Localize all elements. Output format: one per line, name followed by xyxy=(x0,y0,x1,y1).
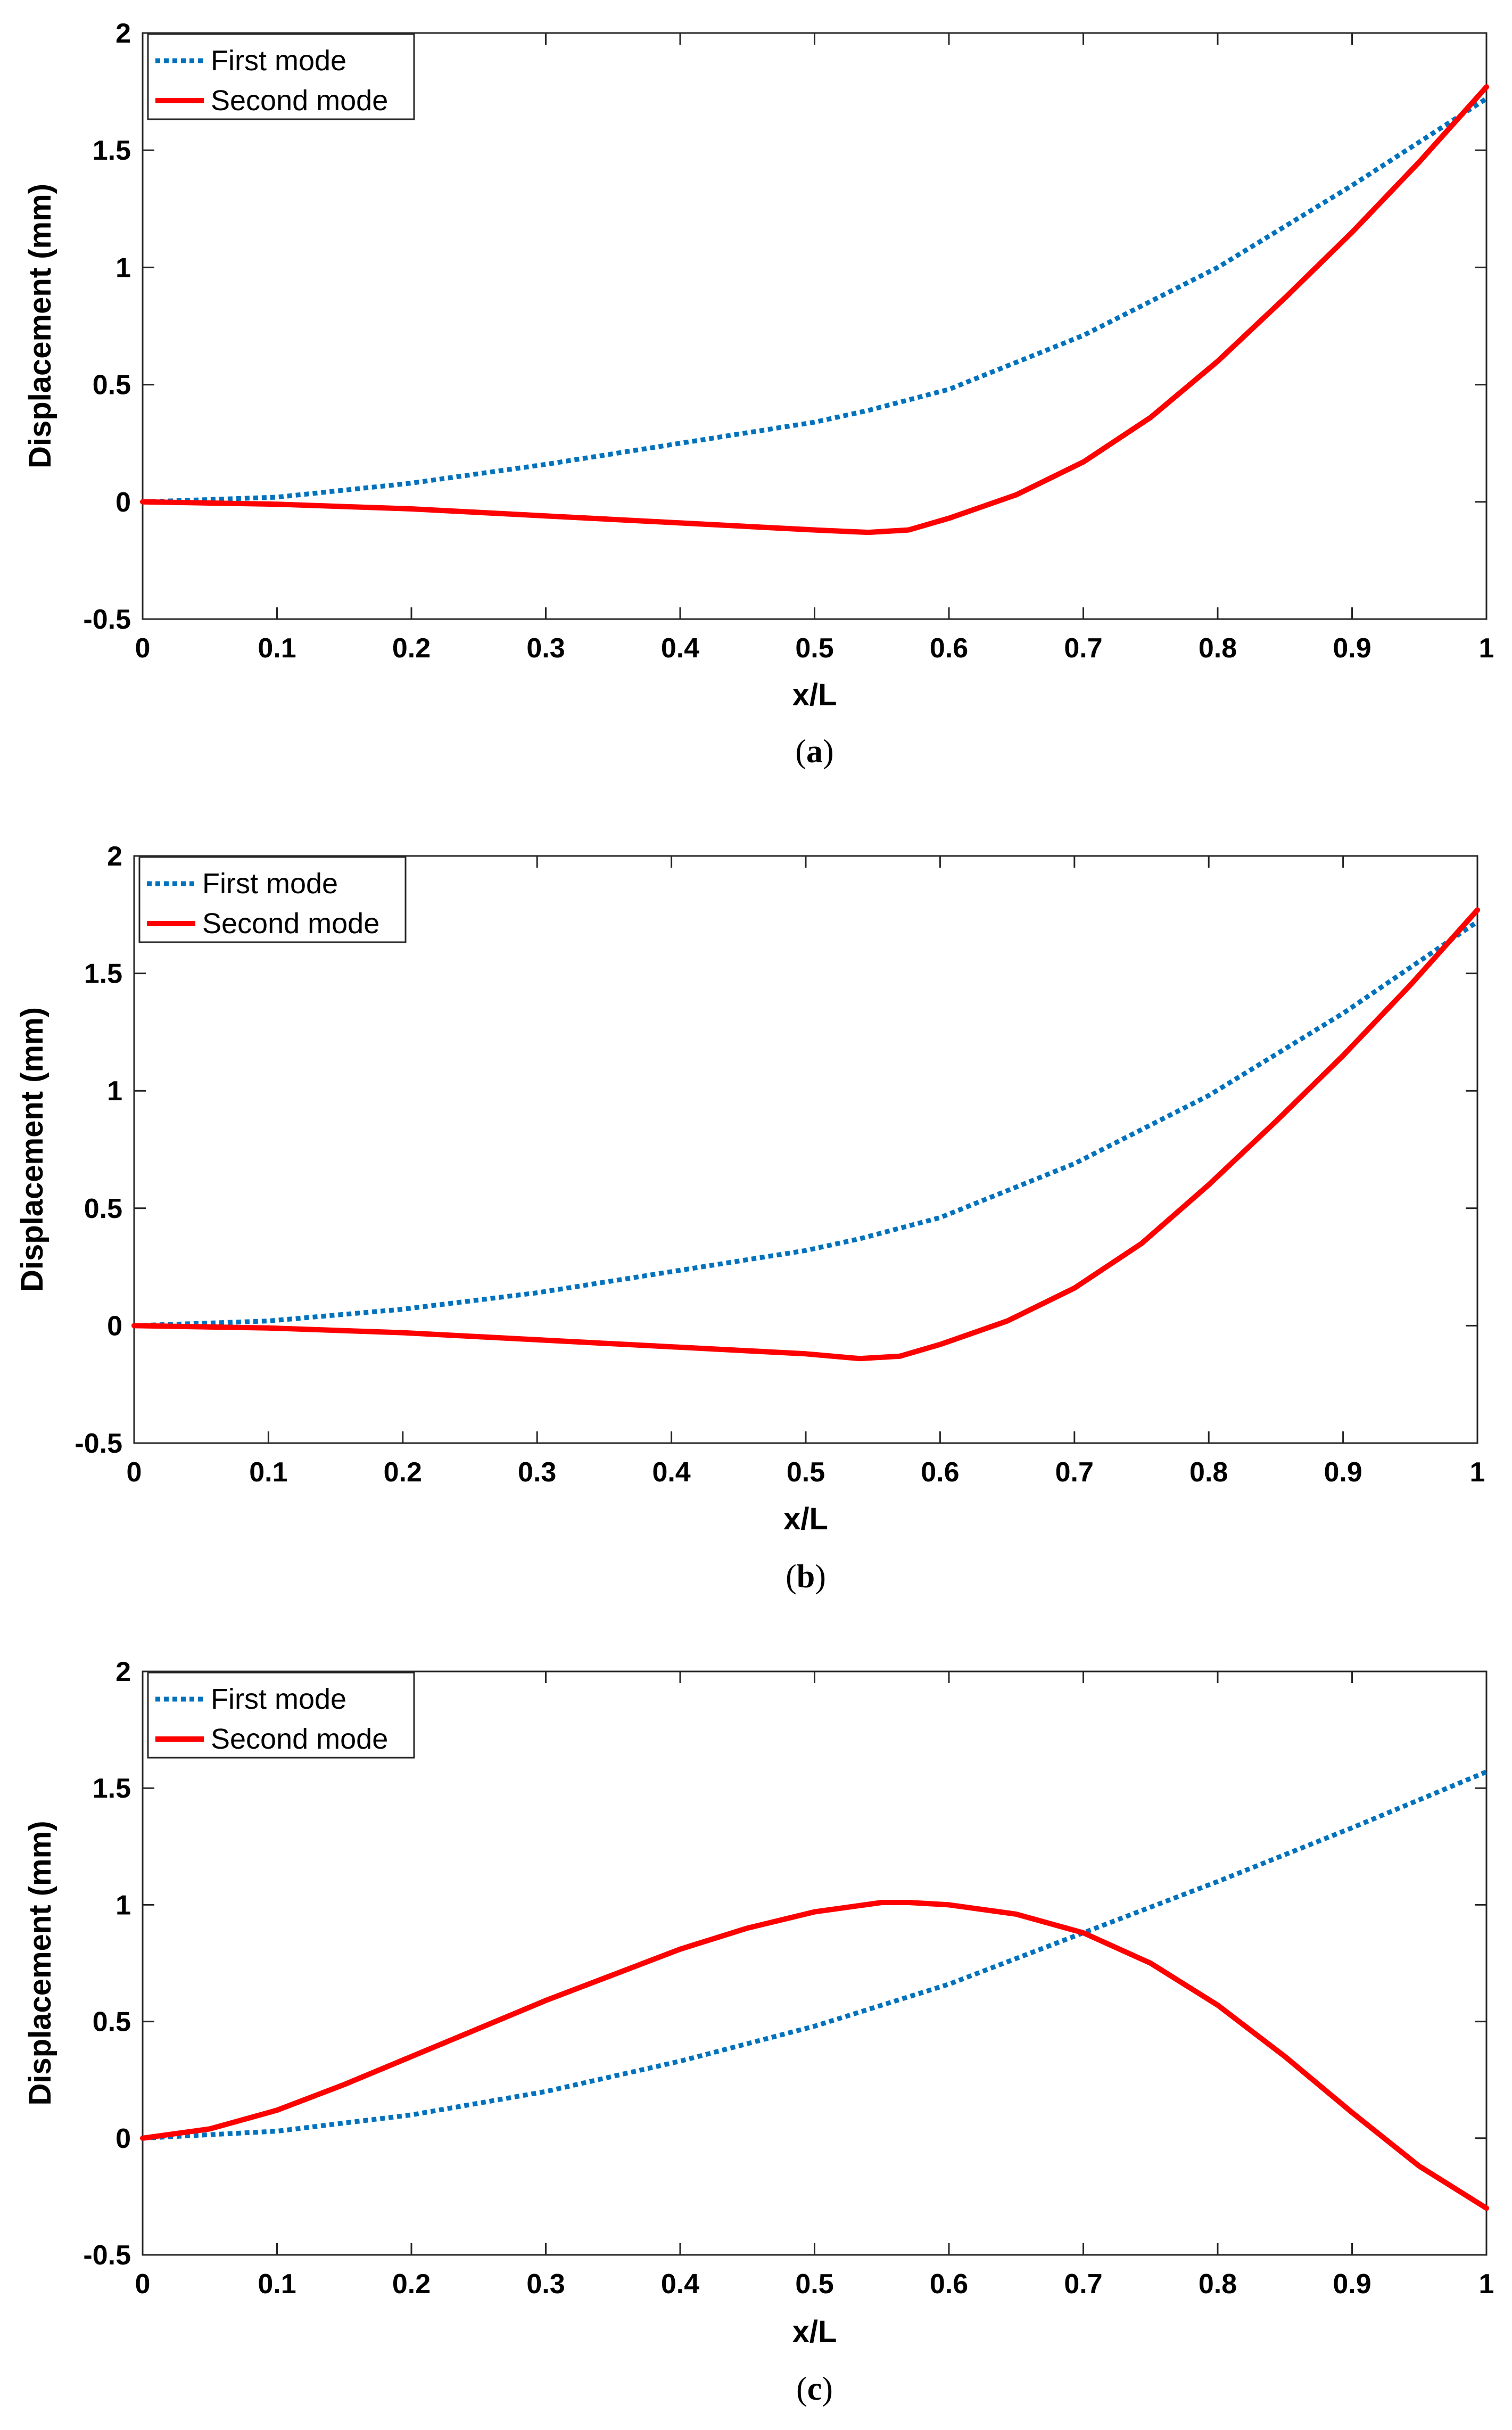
x-tick-label: 0.8 xyxy=(1189,1457,1228,1488)
chart-panel-a: 0 0.1 0.2 0.3 0.4 0.5 0.6 0.7 0.8 0.9 1-0.500.511.… xyxy=(23,18,1494,770)
legend: First mode Second mode xyxy=(147,33,415,120)
x-tick-label: 0.3 xyxy=(526,633,565,664)
y-tick-label: -0.5 xyxy=(75,1428,122,1459)
y-tick-label: 0.5 xyxy=(93,370,131,401)
series-line-first-mode xyxy=(134,919,1479,1328)
x-tick-label: 0.4 xyxy=(661,2269,699,2300)
x-tick-label: 0.5 xyxy=(795,633,833,664)
x-tick-label: 1 xyxy=(1470,1457,1485,1488)
y-axis-label: Displacement (mm) xyxy=(23,184,57,468)
panel-caption: (b) xyxy=(786,1559,826,1595)
y-tick-label: 1 xyxy=(115,1890,131,1921)
series-line-second-mode xyxy=(140,84,1489,536)
x-tick-label: 0.8 xyxy=(1199,633,1237,664)
y-tick-label: -0.5 xyxy=(83,604,131,635)
y-tick-label: 0 xyxy=(115,2123,131,2154)
x-tick-label: 0 xyxy=(127,1457,142,1488)
x-tick-label: 0.1 xyxy=(258,2269,296,2300)
x-tick-label: 0.9 xyxy=(1324,1457,1362,1488)
x-tick-label: 0.4 xyxy=(652,1457,690,1488)
x-tick-label: 0.1 xyxy=(258,633,296,664)
x-tick-label: 0.3 xyxy=(526,2269,565,2300)
legend: First mode Second mode xyxy=(138,856,407,943)
chart-panel-c: 0 0.1 0.2 0.3 0.4 0.5 0.6 0.7 0.8 0.9 1-0.500.511.… xyxy=(23,1657,1494,2407)
legend-box xyxy=(147,33,415,120)
y-tick-label: -0.5 xyxy=(83,2240,131,2271)
plot-area xyxy=(142,32,1488,620)
y-tick-label: 1.5 xyxy=(84,959,122,990)
x-tick-label: 0.6 xyxy=(930,2269,968,2300)
caption-open: ( xyxy=(786,1559,797,1595)
legend-label: First mode xyxy=(211,1683,346,1715)
x-axis-label: x/L xyxy=(783,1502,828,1536)
y-tick-label: 2 xyxy=(115,18,131,49)
x-tick-label: 0.6 xyxy=(921,1457,959,1488)
x-tick-label: 0 xyxy=(135,2269,151,2300)
caption-letter: c xyxy=(807,2371,822,2407)
caption-letter: b xyxy=(797,1559,815,1595)
plot-area xyxy=(142,1670,1488,2256)
y-tick-label: 1.5 xyxy=(93,1773,131,1804)
legend-label: Second mode xyxy=(202,908,379,940)
caption-letter: a xyxy=(806,734,823,770)
x-tick-label: 0.5 xyxy=(787,1457,825,1488)
legend-box xyxy=(147,1671,415,1759)
caption-close: ) xyxy=(823,734,834,770)
x-tick-label: 0.5 xyxy=(795,2269,833,2300)
chart-panel-b: 0 0.1 0.2 0.3 0.4 0.5 0.6 0.7 0.8 0.9 1-0.500.511.… xyxy=(15,841,1485,1595)
y-tick-label: 1.5 xyxy=(93,135,131,166)
y-axis-label: Displacement (mm) xyxy=(15,1007,49,1292)
x-tick-label: 1 xyxy=(1479,633,1494,664)
y-tick-label: 2 xyxy=(107,841,122,872)
series-line-first-mode xyxy=(142,1769,1488,2141)
x-tick-label: 0.2 xyxy=(392,633,431,664)
y-axis-label: Displacement (mm) xyxy=(23,1821,57,2105)
legend: First mode Second mode xyxy=(147,1671,415,1759)
y-tick-label: 1 xyxy=(115,252,131,283)
x-tick-label: 0.2 xyxy=(392,2269,431,2300)
y-tick-label: 0.5 xyxy=(93,2007,131,2038)
caption-close: ) xyxy=(822,2371,833,2407)
x-tick-label: 0.9 xyxy=(1333,633,1371,664)
x-tick-label: 0.1 xyxy=(249,1457,287,1488)
x-tick-label: 0.8 xyxy=(1199,2269,1237,2300)
y-tick-label: 1 xyxy=(107,1076,122,1107)
x-tick-label: 0.6 xyxy=(930,633,968,664)
legend-label: First mode xyxy=(202,868,338,900)
x-tick-label: 0.3 xyxy=(518,1457,556,1488)
panel-caption: (a) xyxy=(795,734,833,770)
x-tick-label: 0 xyxy=(135,633,151,664)
x-tick-label: 0.4 xyxy=(661,633,699,664)
y-tick-label: 2 xyxy=(115,1657,131,1687)
x-tick-label: 0.7 xyxy=(1055,1457,1094,1488)
y-tick-label: 0.5 xyxy=(84,1193,122,1224)
x-axis-label: x/L xyxy=(792,2314,837,2349)
plot-area xyxy=(133,855,1478,1444)
caption-open: ( xyxy=(795,734,806,770)
x-tick-label: 0.7 xyxy=(1064,633,1102,664)
x-tick-label: 1 xyxy=(1479,2269,1494,2300)
y-tick-label: 0 xyxy=(115,487,131,518)
caption-close: ) xyxy=(815,1559,826,1595)
legend-label: First mode xyxy=(211,45,346,77)
legend-label: Second mode xyxy=(211,85,388,117)
legend-box xyxy=(138,856,407,943)
legend-label: Second mode xyxy=(211,1723,388,1755)
y-tick-label: 0 xyxy=(107,1311,122,1341)
x-tick-label: 0.2 xyxy=(384,1457,422,1488)
series-line-second-mode xyxy=(131,907,1480,1362)
caption-open: ( xyxy=(796,2371,807,2407)
x-tick-label: 0.9 xyxy=(1333,2269,1371,2300)
x-tick-label: 0.7 xyxy=(1064,2269,1102,2300)
series-line-second-mode xyxy=(140,1900,1489,2211)
x-axis-label: x/L xyxy=(792,678,837,712)
panel-caption: (c) xyxy=(796,2371,833,2407)
series-line-first-mode xyxy=(142,96,1488,505)
